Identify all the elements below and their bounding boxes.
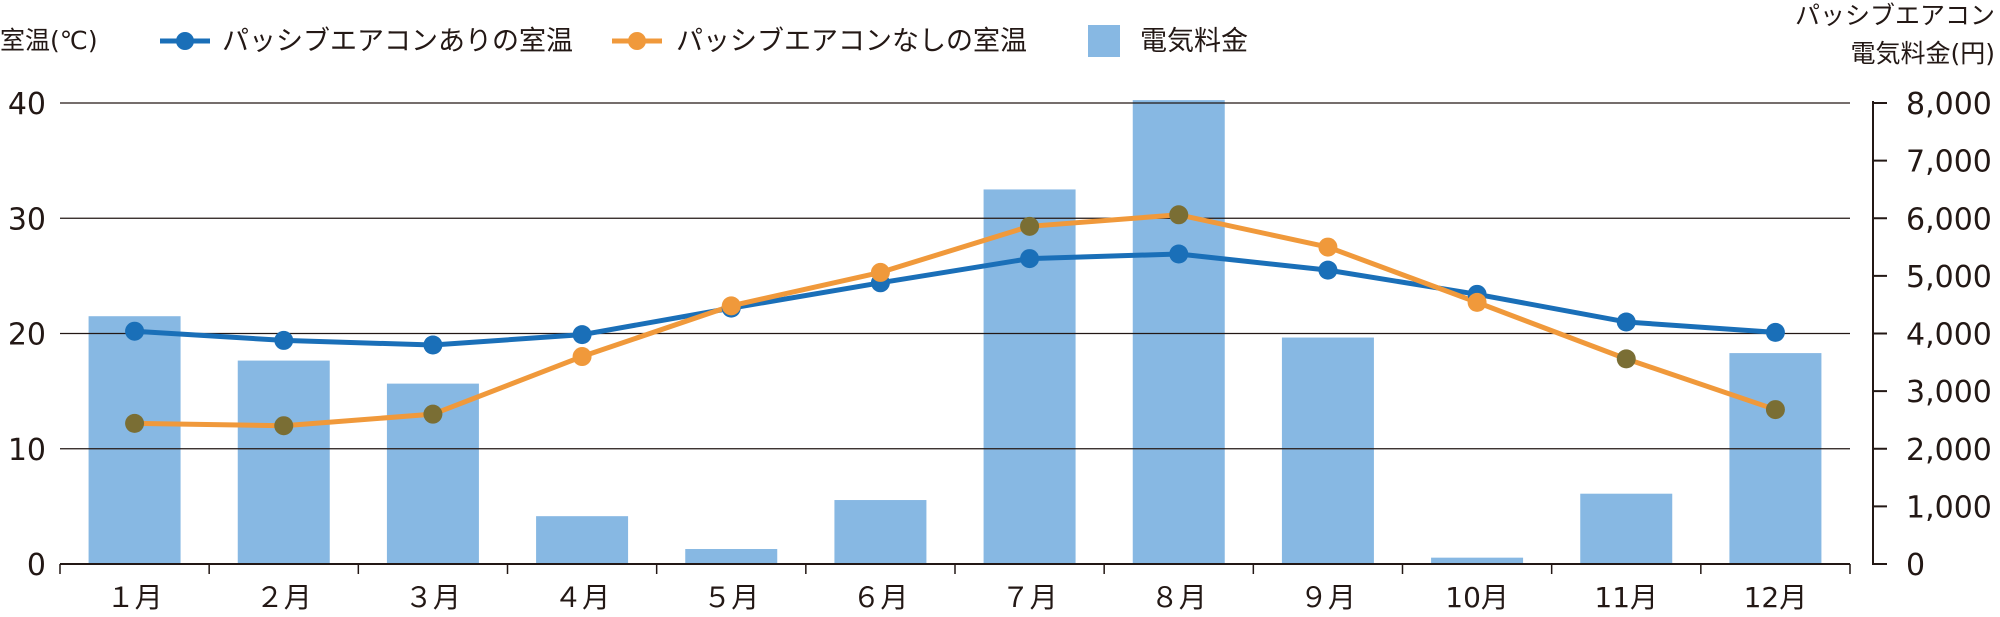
bar-electricity-2 — [237, 360, 330, 564]
marker-series-1-9 — [1318, 260, 1338, 280]
line-series-1 — [134, 251, 1776, 348]
x-tick-label-7: ７月 — [1002, 581, 1058, 614]
marker-series-2-12 — [1765, 400, 1785, 420]
bar-electricity-10 — [1431, 557, 1524, 564]
marker-series-1-2 — [274, 330, 294, 350]
marker-series-2-9 — [1318, 237, 1338, 257]
marker-series-1-11 — [1616, 312, 1636, 332]
bar-electricity-6 — [834, 500, 927, 564]
line-series-2 — [134, 212, 1777, 429]
marker-series-2-11 — [1616, 349, 1636, 369]
y-right-tick-label: 5,000 — [1906, 260, 1992, 295]
legend-item-without-aircon: パッシブエアコンなしの室温 — [612, 26, 1027, 57]
legend-marker-without-aircon — [628, 32, 646, 50]
right-axis-title-line1: パッシブエアコン — [1795, 1, 1995, 30]
legend-label-with-aircon: パッシブエアコンありの室温 — [222, 26, 573, 57]
marker-series-1-7 — [1020, 249, 1040, 269]
x-tick-label-4: ４月 — [554, 581, 610, 614]
marker-series-1-12 — [1765, 322, 1785, 342]
legend-label-without-aircon: パッシブエアコンなしの室温 — [676, 26, 1027, 57]
y-left-tick-label: 30 — [8, 202, 46, 237]
bar-electricity-4 — [536, 516, 629, 564]
marker-series-2-2 — [274, 416, 294, 436]
legend-label-electricity: 電気料金 — [1140, 26, 1248, 57]
marker-series-1-8 — [1169, 244, 1189, 264]
marker-series-2-4 — [572, 347, 592, 367]
legend: パッシブエアコンありの室温 パッシブエアコンなしの室温 電気料金 — [160, 25, 1248, 57]
bar-electricity-11 — [1580, 493, 1673, 564]
legend-swatch-electricity — [1088, 25, 1120, 57]
bar-electricity-12 — [1729, 353, 1822, 564]
y-right-tick-label: 6,000 — [1906, 202, 1992, 237]
y-left-tick-label: 10 — [8, 433, 46, 468]
x-tick-label-6: ６月 — [852, 581, 908, 614]
x-tick-label-11: 11月 — [1594, 581, 1658, 614]
bar-electricity-8 — [1132, 100, 1225, 565]
x-tick-label-2: ２月 — [256, 581, 312, 614]
plot-area: 0 10 20 30 40 0 1,000 2,000 3,000 4,000 5,000 6,000… — [8, 87, 1992, 614]
y-right-tick-label: 7,000 — [1906, 145, 1992, 180]
marker-series-2-7 — [1020, 216, 1040, 236]
y-left-tick-label: 20 — [8, 318, 46, 353]
marker-series-1-4 — [572, 325, 592, 345]
y-right-tick-label: 2,000 — [1906, 433, 1992, 468]
y-right-tick-label: 8,000 — [1906, 87, 1992, 122]
y-right-tick-label: 0 — [1906, 548, 1925, 583]
y-right-tick-label: 1,000 — [1906, 490, 1992, 525]
right-axis-title-line2: 電気料金(円) — [1850, 39, 1995, 68]
legend-item-with-aircon: パッシブエアコンありの室温 — [160, 26, 573, 57]
x-tick-label-3: ３月 — [405, 581, 461, 614]
x-tick-label-12: 12月 — [1744, 581, 1808, 614]
marker-series-1-1 — [125, 321, 145, 341]
legend-item-electricity: 電気料金 — [1088, 25, 1248, 57]
bar-electricity-7 — [983, 189, 1076, 564]
x-tick-label-5: ５月 — [703, 581, 759, 614]
x-tick-label-10: 10月 — [1445, 581, 1509, 614]
marker-series-2-6 — [870, 262, 890, 282]
marker-series-2-10 — [1467, 292, 1487, 312]
marker-series-1-3 — [423, 335, 443, 355]
bar-electricity-1 — [88, 316, 181, 564]
x-tick-label-9: ９月 — [1300, 581, 1356, 614]
marker-series-2-5 — [721, 296, 741, 316]
left-axis-title: 室温(℃) — [0, 26, 98, 55]
x-tick-label-1: １月 — [107, 581, 163, 614]
y-right-tick-label: 3,000 — [1906, 375, 1992, 410]
marker-series-2-8 — [1169, 205, 1189, 225]
x-tick-label-8: ８月 — [1151, 581, 1207, 614]
y-right-tick-label: 4,000 — [1906, 318, 1992, 353]
y-left-tick-label: 0 — [27, 548, 46, 583]
y-left-tick-label: 40 — [8, 87, 46, 122]
marker-series-2-1 — [125, 413, 145, 433]
marker-series-2-3 — [423, 404, 443, 424]
legend-marker-with-aircon — [176, 32, 194, 50]
bar-electricity-5 — [685, 549, 778, 564]
bar-electricity-9 — [1281, 337, 1374, 564]
